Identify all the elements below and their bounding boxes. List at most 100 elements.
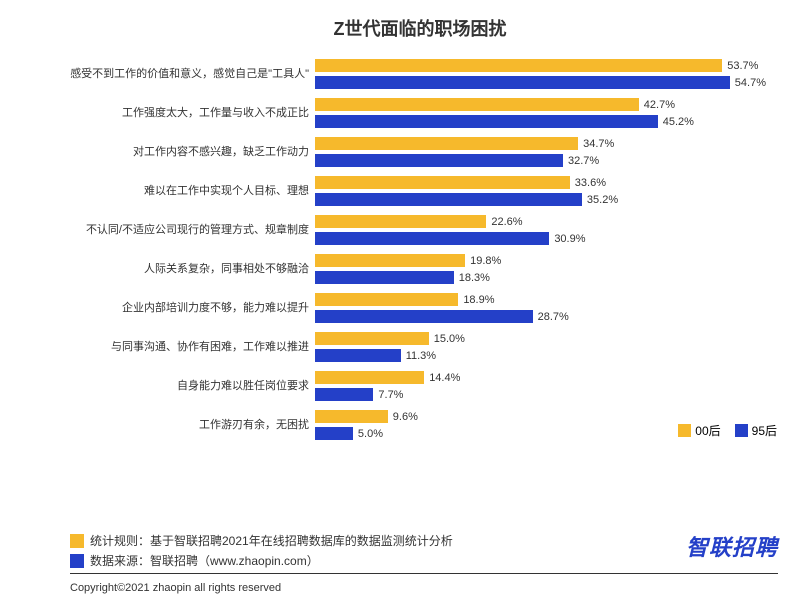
bar — [315, 427, 353, 440]
bar-group: 15.0% 11.3% — [315, 332, 770, 362]
footer-source-row: 数据来源：智联招聘（www.zhaopin.com） — [70, 552, 453, 569]
bar-group: 14.4% 7.7% — [315, 371, 770, 401]
bar-track: 34.7% — [315, 137, 770, 150]
chart-row: 对工作内容不感兴趣，缺乏工作动力 34.7% 32.7% — [70, 137, 770, 167]
legend-label: 00后 — [695, 422, 720, 439]
legend-item-95: 95后 — [735, 422, 777, 439]
bar — [315, 176, 570, 189]
bar-value: 28.7% — [538, 311, 569, 323]
bar-value: 18.3% — [459, 272, 490, 284]
category-label: 与同事沟通、协作有困难，工作难以推进 — [70, 340, 315, 354]
chart-row: 工作强度太大，工作量与收入不成正比42.7%45.2% — [70, 98, 770, 128]
bar — [315, 154, 563, 167]
bar-track: 45.2% — [315, 115, 770, 128]
legend: 00后 95后 — [678, 422, 777, 439]
bar-track: 14.4% — [315, 371, 770, 384]
bar — [315, 232, 549, 245]
chart-row: 企业内部培训力度不够，能力难以提升 18.9% 28.7% — [70, 293, 770, 323]
footer-notes: 统计规则：基于智联招聘2021年在线招聘数据库的数据监测统计分析 数据来源：智联… — [70, 532, 453, 572]
category-label: 难以在工作中实现个人目标、理想 — [70, 184, 315, 198]
bar-group: 22.6% 30.9% — [315, 215, 770, 245]
bar-value: 7.7% — [378, 389, 403, 401]
bar — [315, 349, 401, 362]
category-label: 感受不到工作的价值和意义，感觉自己是"工具人" — [70, 67, 315, 81]
bar-track: 18.9% — [315, 293, 770, 306]
bar — [315, 115, 658, 128]
copyright-text: Copyright©2021 zhaopin all rights reserv… — [70, 582, 281, 594]
bar-value: 15.0% — [434, 333, 465, 345]
bar-track: 22.6% — [315, 215, 770, 228]
footer-swatch — [70, 534, 84, 548]
bar — [315, 98, 639, 111]
bar-value: 33.6% — [575, 177, 606, 189]
bar — [315, 371, 424, 384]
bar — [315, 137, 578, 150]
chart-row: 不认同/不适应公司现行的管理方式、规章制度 22.6% 30.9% — [70, 215, 770, 245]
bar-value: 34.7% — [583, 138, 614, 150]
bar-group: 42.7% 45.2% — [315, 98, 770, 128]
bar — [315, 410, 388, 423]
bar-track: 53.7% — [315, 59, 770, 72]
bar-value: 32.7% — [568, 155, 599, 167]
divider — [70, 573, 778, 574]
chart-row: 自身能力难以胜任岗位要求 14.4% 7.7% — [70, 371, 770, 401]
bar-value: 30.9% — [554, 233, 585, 245]
legend-label: 95后 — [752, 422, 777, 439]
category-label: 企业内部培训力度不够，能力难以提升 — [70, 301, 315, 315]
bar-value: 42.7% — [644, 99, 675, 111]
bar-track: 33.6% — [315, 176, 770, 189]
bar-value: 54.7% — [735, 77, 766, 89]
bar-track: 18.3% — [315, 271, 770, 284]
bar-track: 54.7% — [315, 76, 770, 89]
footer-rule-text: 统计规则：基于智联招聘2021年在线招聘数据库的数据监测统计分析 — [90, 532, 453, 549]
category-label: 工作游刃有余，无困扰 — [70, 418, 315, 432]
chart-row: 感受不到工作的价值和意义，感觉自己是"工具人" 53.7% 54.7% — [70, 59, 770, 89]
footer-rule-row: 统计规则：基于智联招聘2021年在线招聘数据库的数据监测统计分析 — [70, 532, 453, 549]
bar-track: 19.8% — [315, 254, 770, 267]
footer-source-text: 数据来源：智联招聘（www.zhaopin.com） — [90, 552, 319, 569]
bar-value: 14.4% — [429, 372, 460, 384]
bar — [315, 271, 454, 284]
legend-item-00: 00后 — [678, 422, 720, 439]
category-label: 不认同/不适应公司现行的管理方式、规章制度 — [70, 223, 315, 237]
bar — [315, 215, 486, 228]
chart-title: Z世代面临的职场困扰 — [70, 15, 770, 41]
bar-group: 53.7% 54.7% — [315, 59, 770, 89]
bar-group: 34.7% 32.7% — [315, 137, 770, 167]
chart-row: 难以在工作中实现个人目标、理想 33.6% 35.2% — [70, 176, 770, 206]
bar-value: 35.2% — [587, 194, 618, 206]
bar — [315, 293, 458, 306]
chart-row: 工作游刃有余，无困扰 9.6% 5.0% — [70, 410, 770, 440]
bar-track: 32.7% — [315, 154, 770, 167]
bar-group: 33.6% 35.2% — [315, 176, 770, 206]
legend-swatch — [678, 424, 691, 437]
brand-logo: 智联招聘 — [686, 530, 778, 562]
bar-track: 15.0% — [315, 332, 770, 345]
legend-swatch — [735, 424, 748, 437]
bar-value: 9.6% — [393, 411, 418, 423]
category-label: 对工作内容不感兴趣，缺乏工作动力 — [70, 145, 315, 159]
bar — [315, 59, 722, 72]
bar-track: 7.7% — [315, 388, 770, 401]
bar-track: 11.3% — [315, 349, 770, 362]
bar — [315, 193, 582, 206]
bar-track: 35.2% — [315, 193, 770, 206]
chart-row: 与同事沟通、协作有困难，工作难以推进 15.0% 11.3% — [70, 332, 770, 362]
category-label: 自身能力难以胜任岗位要求 — [70, 379, 315, 393]
bar-track: 28.7% — [315, 310, 770, 323]
category-label: 人际关系复杂，同事相处不够融洽 — [70, 262, 315, 276]
bar-track: 42.7% — [315, 98, 770, 111]
chart-rows: 感受不到工作的价值和意义，感觉自己是"工具人"53.7%54.7%工作强度太大，… — [70, 59, 770, 440]
bar — [315, 254, 465, 267]
bar-value: 18.9% — [463, 294, 494, 306]
chart-container: Z世代面临的职场困扰 感受不到工作的价值和意义，感觉自己是"工具人"53.7%5… — [70, 15, 770, 449]
footer-swatch — [70, 554, 84, 568]
bar-value: 5.0% — [358, 428, 383, 440]
bar-value: 19.8% — [470, 255, 501, 267]
bar-group: 18.9% 28.7% — [315, 293, 770, 323]
bar-value: 11.3% — [406, 350, 436, 362]
bar-value: 22.6% — [491, 216, 522, 228]
bar-value: 53.7% — [727, 60, 758, 72]
bar-value: 45.2% — [663, 116, 694, 128]
chart-row: 人际关系复杂，同事相处不够融洽 19.8% 18.3% — [70, 254, 770, 284]
